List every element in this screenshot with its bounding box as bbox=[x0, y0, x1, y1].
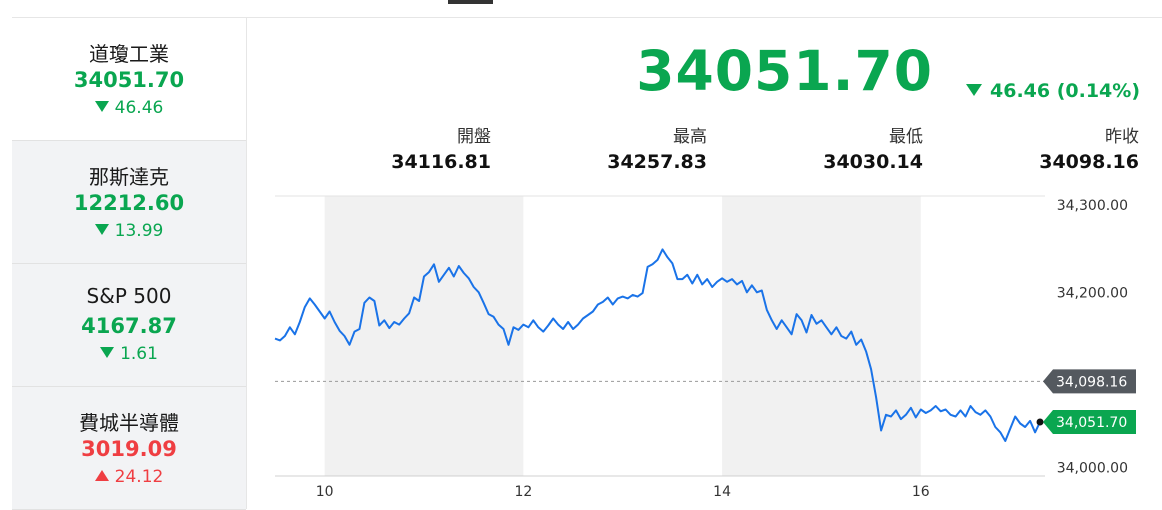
stat-label: 最高 bbox=[673, 127, 707, 147]
last-price-point bbox=[1036, 418, 1044, 426]
up-triangle-icon bbox=[94, 469, 109, 481]
stat-label: 昨收 bbox=[1105, 127, 1139, 147]
down-triangle-icon bbox=[100, 346, 115, 358]
index-name: 道瓊工業 bbox=[89, 42, 169, 66]
quote-change-value: 46.46 (0.14%) bbox=[990, 80, 1140, 102]
index-change: 46.46 bbox=[12, 98, 246, 118]
index-change-value: 1.61 bbox=[120, 344, 158, 364]
active-tab-indicator bbox=[448, 0, 493, 4]
sidebar-item-sox[interactable]: 費城半導體 3019.09 24.12 bbox=[12, 387, 246, 510]
stat-value: 34257.83 bbox=[607, 151, 707, 173]
quote-change: 46.46 (0.14%) bbox=[966, 80, 1140, 102]
index-price: 3019.09 bbox=[81, 437, 177, 461]
index-change: 24.12 bbox=[12, 467, 246, 487]
quote-price: 34051.70 bbox=[636, 39, 933, 103]
stat-value: 34030.14 bbox=[823, 151, 923, 173]
last-price-tag-bg bbox=[1043, 410, 1136, 435]
divider bbox=[12, 17, 1162, 18]
last-price-tag-text: 34,051.70 bbox=[1056, 415, 1127, 431]
sidebar-item-nasdaq[interactable]: 那斯達克 12212.60 13.99 bbox=[12, 141, 246, 264]
index-change: 13.99 bbox=[12, 221, 246, 241]
x-tick-label: 12 bbox=[514, 484, 532, 500]
y-tick-label: 34,000.00 bbox=[1057, 460, 1128, 476]
sidebar-item-dow-jones[interactable]: 道瓊工業 34051.70 46.46 bbox=[12, 18, 246, 141]
index-sidebar: 道瓊工業 34051.70 46.46 那斯達克 12212.60 13.99 … bbox=[12, 18, 247, 510]
index-change-value: 46.46 bbox=[114, 98, 164, 118]
stat-high: 最高 34257.83 bbox=[547, 122, 707, 173]
down-triangle-icon bbox=[966, 83, 982, 96]
stat-open: 開盤 34116.81 bbox=[331, 122, 491, 173]
y-tick-label: 34,200.00 bbox=[1057, 285, 1128, 301]
index-change-value: 24.12 bbox=[114, 467, 164, 487]
shaded-band bbox=[722, 196, 921, 476]
index-name: S&P 500 bbox=[86, 284, 172, 308]
index-name: 那斯達克 bbox=[89, 165, 169, 189]
x-tick-label: 14 bbox=[713, 484, 731, 500]
down-triangle-icon bbox=[94, 100, 109, 112]
x-tick-label: 16 bbox=[912, 484, 930, 500]
index-price: 34051.70 bbox=[73, 68, 185, 92]
x-tick-label: 10 bbox=[316, 484, 334, 500]
shaded-band bbox=[324, 196, 524, 476]
sidebar-item-sp500[interactable]: S&P 500 4167.87 1.61 bbox=[12, 264, 246, 387]
stat-value: 34098.16 bbox=[1039, 151, 1139, 173]
stat-prev-close: 昨收 34098.16 bbox=[979, 122, 1139, 173]
stat-label: 最低 bbox=[889, 127, 923, 147]
index-change-value: 13.99 bbox=[114, 221, 164, 241]
index-price: 4167.87 bbox=[81, 314, 177, 338]
index-name: 費城半導體 bbox=[79, 411, 179, 435]
stat-low: 最低 34030.14 bbox=[763, 122, 923, 173]
index-price: 12212.60 bbox=[73, 191, 185, 215]
down-triangle-icon bbox=[94, 223, 109, 235]
prev-close-tag-text: 34,098.16 bbox=[1056, 374, 1127, 390]
price-series-line bbox=[274, 248, 1041, 442]
prev-close-tag-bg bbox=[1043, 369, 1136, 394]
stat-label: 開盤 bbox=[457, 127, 491, 147]
index-change: 1.61 bbox=[12, 344, 246, 364]
stat-value: 34116.81 bbox=[391, 151, 491, 173]
y-tick-label: 34,300.00 bbox=[1057, 198, 1128, 214]
